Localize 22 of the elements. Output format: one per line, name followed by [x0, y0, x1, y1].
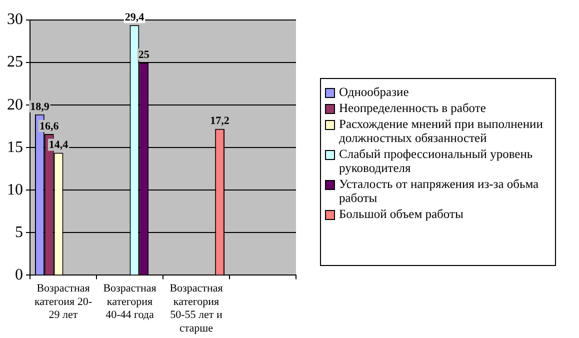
y-tick-label: 15: [7, 138, 23, 156]
legend-label: Расхождение мнений при выполнении должностных обязанностей: [339, 117, 544, 145]
x-tick-label: Возрастная категоия 20-29 лет: [34, 282, 92, 322]
y-tick-label: 30: [7, 11, 23, 28]
legend-label: Неопределенность в работе: [339, 101, 486, 115]
y-tick-label: 20: [7, 96, 23, 114]
y-tick-label: 10: [7, 181, 23, 198]
data-label: 14,4: [48, 139, 69, 152]
legend-label: Усталость от напряжения из-за обьма работы: [339, 177, 540, 205]
data-label: 18,9: [30, 100, 50, 113]
x-tick-label: Возрастная категория 40-44 года: [103, 282, 156, 322]
legend-label: Большой объем работы: [339, 207, 464, 221]
data-label: 17,2: [210, 115, 230, 128]
legend-label: Слабый профессиональный уровень руководителя: [339, 147, 534, 175]
x-tick-label: Возрастная категория 50-55 лет и старше: [170, 282, 223, 334]
legend-label: Однообразие: [339, 85, 409, 99]
y-tick-label: 25: [7, 54, 23, 71]
data-label: 29,4: [124, 11, 145, 24]
y-tick-label: 0: [15, 266, 23, 284]
data-label: 16,6: [39, 120, 60, 132]
data-label: 25: [138, 48, 150, 61]
y-tick-label: 5: [15, 224, 23, 241]
